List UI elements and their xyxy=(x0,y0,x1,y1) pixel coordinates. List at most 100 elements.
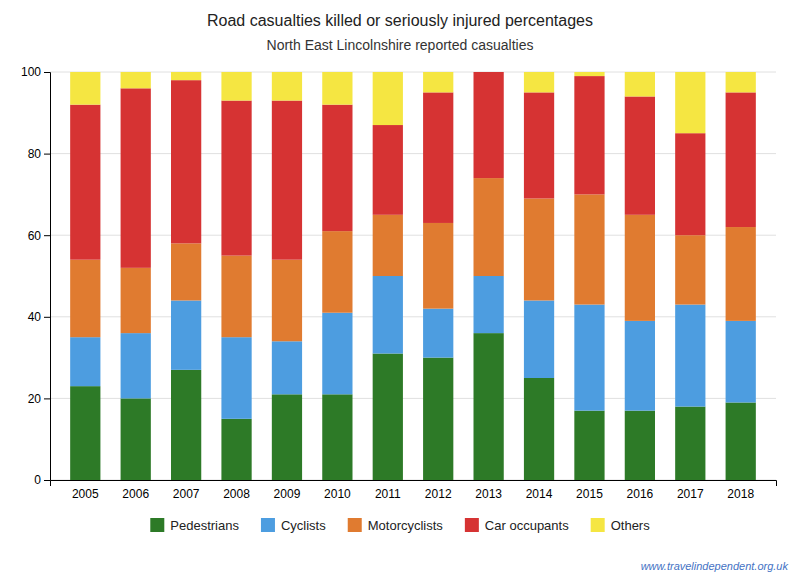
bar-segment xyxy=(373,276,403,354)
bar-segment xyxy=(373,215,403,276)
bar-segment xyxy=(423,358,453,480)
grid-line xyxy=(50,316,776,317)
bar-segment xyxy=(221,72,251,101)
x-tick-label: 2008 xyxy=(223,487,250,501)
bar-segment xyxy=(726,321,756,403)
x-tick: 2012 xyxy=(425,487,452,501)
legend-item: Cyclists xyxy=(261,518,326,533)
bar-segment xyxy=(574,411,604,480)
bar-segment xyxy=(524,378,554,480)
bar-segment xyxy=(171,243,201,300)
grid-line xyxy=(50,398,776,399)
grid-line xyxy=(50,235,776,236)
bar-segment xyxy=(272,72,302,101)
bar-segment xyxy=(322,394,352,480)
y-tick: 0 xyxy=(34,473,50,487)
bars xyxy=(70,72,756,480)
bar-segment xyxy=(474,178,504,276)
x-tick-label: 2009 xyxy=(274,487,301,501)
bar-segment xyxy=(574,194,604,304)
bar-segment xyxy=(272,260,302,342)
legend-swatch xyxy=(348,518,362,532)
bar-segment xyxy=(675,235,705,304)
title: Road casualties killed or seriously inju… xyxy=(207,12,593,29)
x-tick: 2006 xyxy=(122,487,149,501)
bar-segment xyxy=(574,305,604,411)
bar-segment xyxy=(474,72,504,178)
x-tick: 2016 xyxy=(627,487,654,501)
bar-segment xyxy=(70,72,100,105)
bar-segment xyxy=(272,101,302,260)
legend-swatch xyxy=(261,518,275,532)
bar-segment xyxy=(474,72,504,73)
plot: 0 20 40 60 80 100 2005 2006 2007 2008 2009 2010 2011… xyxy=(21,65,777,500)
x-tick: 2013 xyxy=(475,487,502,501)
bar-segment xyxy=(373,125,403,215)
grid xyxy=(50,72,776,480)
y-tick-label: 40 xyxy=(28,310,42,324)
y-tick-label: 20 xyxy=(28,392,42,406)
bar-segment xyxy=(121,72,151,88)
x-tick: 2010 xyxy=(324,487,351,501)
x-tick-label: 2005 xyxy=(72,487,99,501)
bar-segment xyxy=(121,88,151,268)
bar-segment xyxy=(423,223,453,309)
legend-label: Others xyxy=(611,518,651,533)
bar-segment xyxy=(726,72,756,92)
bar-segment xyxy=(423,92,453,223)
bar-segment xyxy=(625,72,655,96)
legend-swatch xyxy=(465,518,479,532)
bar-segment xyxy=(322,231,352,313)
bar-segment xyxy=(726,92,756,227)
bar-segment xyxy=(474,276,504,333)
x-tick: 2005 xyxy=(72,487,99,501)
bar-segment xyxy=(625,96,655,214)
legend-item: Car occupants xyxy=(465,518,569,533)
annotation: www.travelindependent.org.uk xyxy=(641,560,789,572)
bar-segment xyxy=(726,227,756,321)
y-tick-label: 0 xyxy=(34,473,41,487)
bar-segment xyxy=(675,305,705,407)
legend-item: Others xyxy=(591,518,651,533)
x-tick-label: 2012 xyxy=(425,487,452,501)
bar-segment xyxy=(373,72,403,125)
bar-segment xyxy=(322,72,352,105)
bar-segment xyxy=(121,398,151,480)
grid-line xyxy=(50,153,776,154)
legend: Pedestrians Cyclists Motorcyclists Car occu… xyxy=(150,518,650,533)
x-tick: 2018 xyxy=(727,487,754,501)
y-tick-label: 60 xyxy=(28,229,42,243)
bar-segment xyxy=(625,411,655,480)
x-tick-label: 2007 xyxy=(173,487,200,501)
bar-segment xyxy=(373,354,403,480)
legend-label: Car occupants xyxy=(485,518,569,533)
x-tick-label: 2015 xyxy=(576,487,603,501)
bar-segment xyxy=(221,419,251,480)
y-tick-mark xyxy=(44,154,50,155)
y-tick: 100 xyxy=(21,65,50,79)
bar-segment xyxy=(675,72,705,133)
x-tick: 2017 xyxy=(677,487,704,501)
legend-item: Pedestrians xyxy=(150,518,239,533)
x-tick-label: 2013 xyxy=(475,487,502,501)
y-axis-line xyxy=(44,73,51,481)
x-axis: 2005200620072008200920102011201220132014… xyxy=(51,481,777,501)
x-tick: 2009 xyxy=(274,487,301,501)
subtitle: North East Lincolnshire reported casualt… xyxy=(267,37,534,53)
y-tick: 20 xyxy=(28,392,50,406)
bar-segment xyxy=(574,76,604,194)
y-tick: 60 xyxy=(28,229,50,243)
x-tick: 2008 xyxy=(223,487,250,501)
x-tick-label: 2018 xyxy=(727,487,754,501)
bar-segment xyxy=(272,341,302,394)
bar-segment xyxy=(675,133,705,235)
y-tick-label: 80 xyxy=(28,147,42,161)
legend-swatch xyxy=(150,518,164,532)
bar-segment xyxy=(171,72,201,80)
legend-item: Motorcyclists xyxy=(348,518,444,533)
x-tick-label: 2011 xyxy=(375,487,401,501)
y-tick-label: 100 xyxy=(21,65,41,79)
bar-segment xyxy=(272,394,302,480)
bar-segment xyxy=(171,300,201,369)
bar-segment xyxy=(574,72,604,76)
